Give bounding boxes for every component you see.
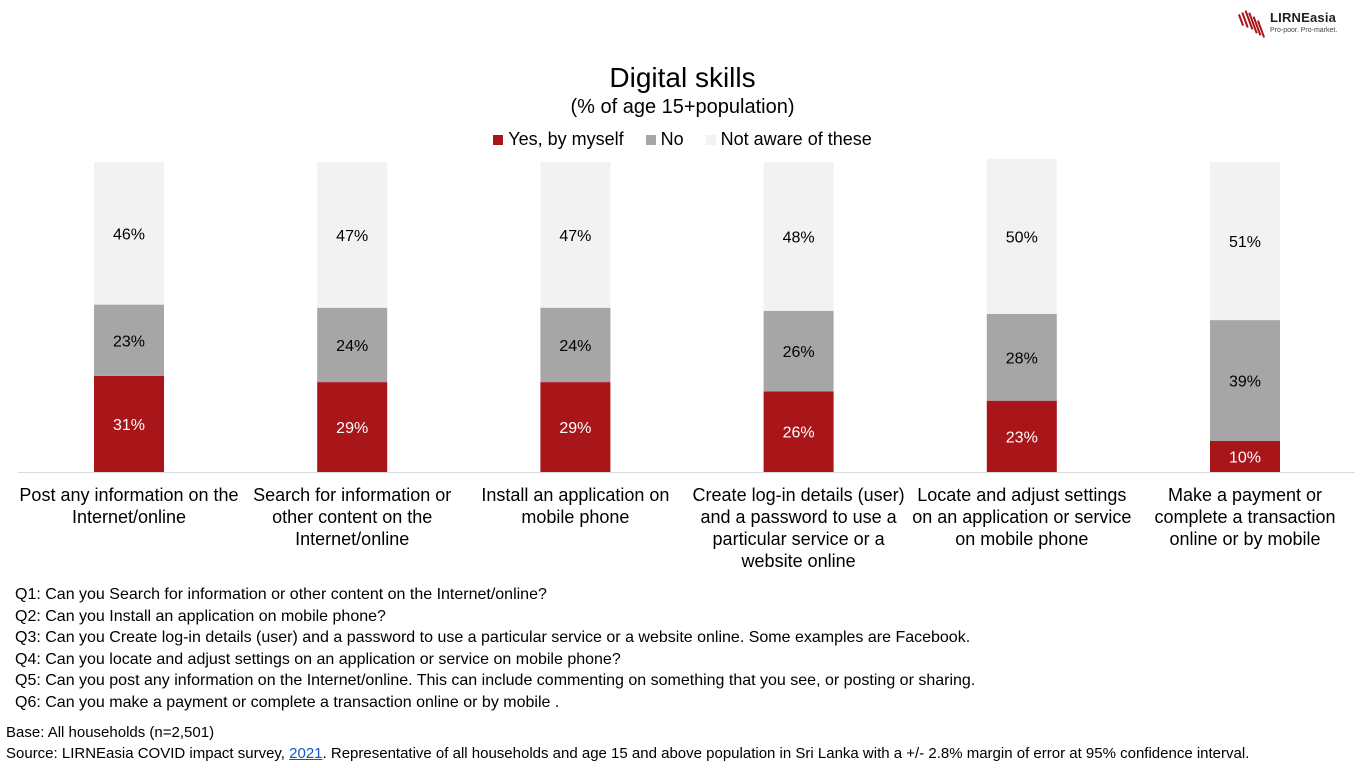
source-suffix: . Representative of all households and a…: [322, 745, 1250, 762]
source-note: Source: LIRNEasia COVID impact survey, 2…: [6, 745, 1249, 762]
bar-no-3: [540, 307, 611, 383]
data-label-yes-3: 29%: [559, 420, 591, 437]
legend: Yes, by myself No Not aware of these: [0, 129, 1365, 150]
bar-no-2: [317, 307, 388, 383]
data-label-yes-1: 31%: [113, 417, 145, 434]
stacked-bar-chart: 31% 23% 46% 29% 24% 47% 29% 24% 47% 26% 26% 48% 23% 2…: [18, 158, 1355, 473]
question-note-6: Q6: Can you make a payment or complete a…: [15, 693, 560, 711]
legend-label-no: No: [660, 129, 684, 149]
bar-no-1: [94, 304, 164, 376]
data-label-no-4: 26%: [783, 344, 815, 361]
bar-yes-4: [763, 391, 834, 472]
source-link[interactable]: 2021: [289, 745, 323, 762]
bar-not-aware-2: [317, 162, 388, 308]
bar-yes-5: [986, 400, 1057, 472]
data-label-no-3: 24%: [559, 338, 591, 355]
question-note-2: Q2: Can you Install an application on mo…: [15, 607, 386, 625]
bar-not-aware-6: [1210, 162, 1280, 321]
bar-not-aware-3: [540, 162, 611, 308]
question-note-5: Q5: Can you post any information on the …: [15, 672, 976, 690]
data-label-yes-2: 29%: [336, 420, 368, 437]
question-note-4: Q4: Can you locate and adjust settings o…: [15, 650, 621, 668]
bar-no-4: [763, 310, 834, 392]
legend-swatch-not-aware: [705, 134, 716, 145]
data-label-yes-6: 10%: [1229, 450, 1261, 467]
data-label-not-aware-1: 46%: [113, 226, 145, 243]
bar-yes-3: [540, 382, 611, 472]
category-label-4: Create log-in details (user) and a passw…: [692, 485, 905, 571]
legend-item-yes: Yes, by myself: [493, 129, 624, 150]
chart-title: Digital skills: [609, 62, 756, 93]
category-label-3: Install an application on mobile phone: [481, 485, 670, 527]
data-label-not-aware-3: 47%: [559, 228, 591, 245]
legend-item-not-aware: Not aware of these: [705, 129, 872, 150]
data-label-not-aware-6: 51%: [1229, 234, 1261, 251]
bar-not-aware-4: [763, 162, 834, 311]
data-label-not-aware-2: 47%: [336, 228, 368, 245]
data-label-yes-4: 26%: [783, 425, 815, 442]
chart-subtitle: (% of age 15+population): [570, 96, 795, 118]
data-label-no-5: 28%: [1006, 350, 1038, 367]
category-label-6: Make a payment or complete a transaction…: [1154, 485, 1336, 549]
bar-not-aware-1: [94, 162, 164, 305]
legend-label-yes: Yes, by myself: [508, 129, 624, 149]
legend-swatch-yes: [493, 134, 504, 145]
data-label-yes-5: 23%: [1006, 429, 1038, 446]
data-label-no-2: 24%: [336, 338, 368, 355]
category-label-2: Search for information or other content …: [253, 485, 452, 549]
bar-yes-6: [1210, 441, 1280, 472]
question-note-3: Q3: Can you Create log-in details (user)…: [15, 629, 971, 647]
question-note-1: Q1: Can you Search for information or ot…: [15, 586, 547, 603]
bar-not-aware-5: [986, 158, 1057, 314]
logo-name: LIRNEasia: [1270, 10, 1337, 25]
base-note: Base: All households (n=2,501): [6, 724, 215, 741]
source-prefix: Source: LIRNEasia COVID impact survey,: [6, 745, 290, 762]
data-label-not-aware-4: 48%: [783, 229, 815, 246]
data-label-no-6: 39%: [1229, 374, 1261, 391]
data-label-not-aware-5: 50%: [1006, 229, 1038, 246]
legend-swatch-no: [645, 134, 656, 145]
lirneasia-logo: LIRNEasia Pro-poor. Pro-market.: [1238, 6, 1348, 42]
legend-item-no: No: [645, 129, 684, 150]
bar-yes-1: [94, 375, 164, 472]
category-label-5: Locate and adjust settings on an applica…: [912, 485, 1132, 549]
data-label-no-1: 23%: [113, 333, 145, 350]
logo-tagline: Pro-poor. Pro-market.: [1270, 27, 1338, 34]
bar-yes-2: [317, 382, 388, 472]
logo-mark-icon: [1238, 10, 1266, 38]
category-label-1: Post any information on the Internet/onl…: [19, 485, 239, 527]
bar-no-5: [986, 313, 1057, 401]
bar-no-6: [1210, 320, 1280, 441]
legend-label-not-aware: Not aware of these: [720, 129, 872, 149]
question-notes: Q1: Can you Search for information or ot…: [15, 584, 975, 714]
